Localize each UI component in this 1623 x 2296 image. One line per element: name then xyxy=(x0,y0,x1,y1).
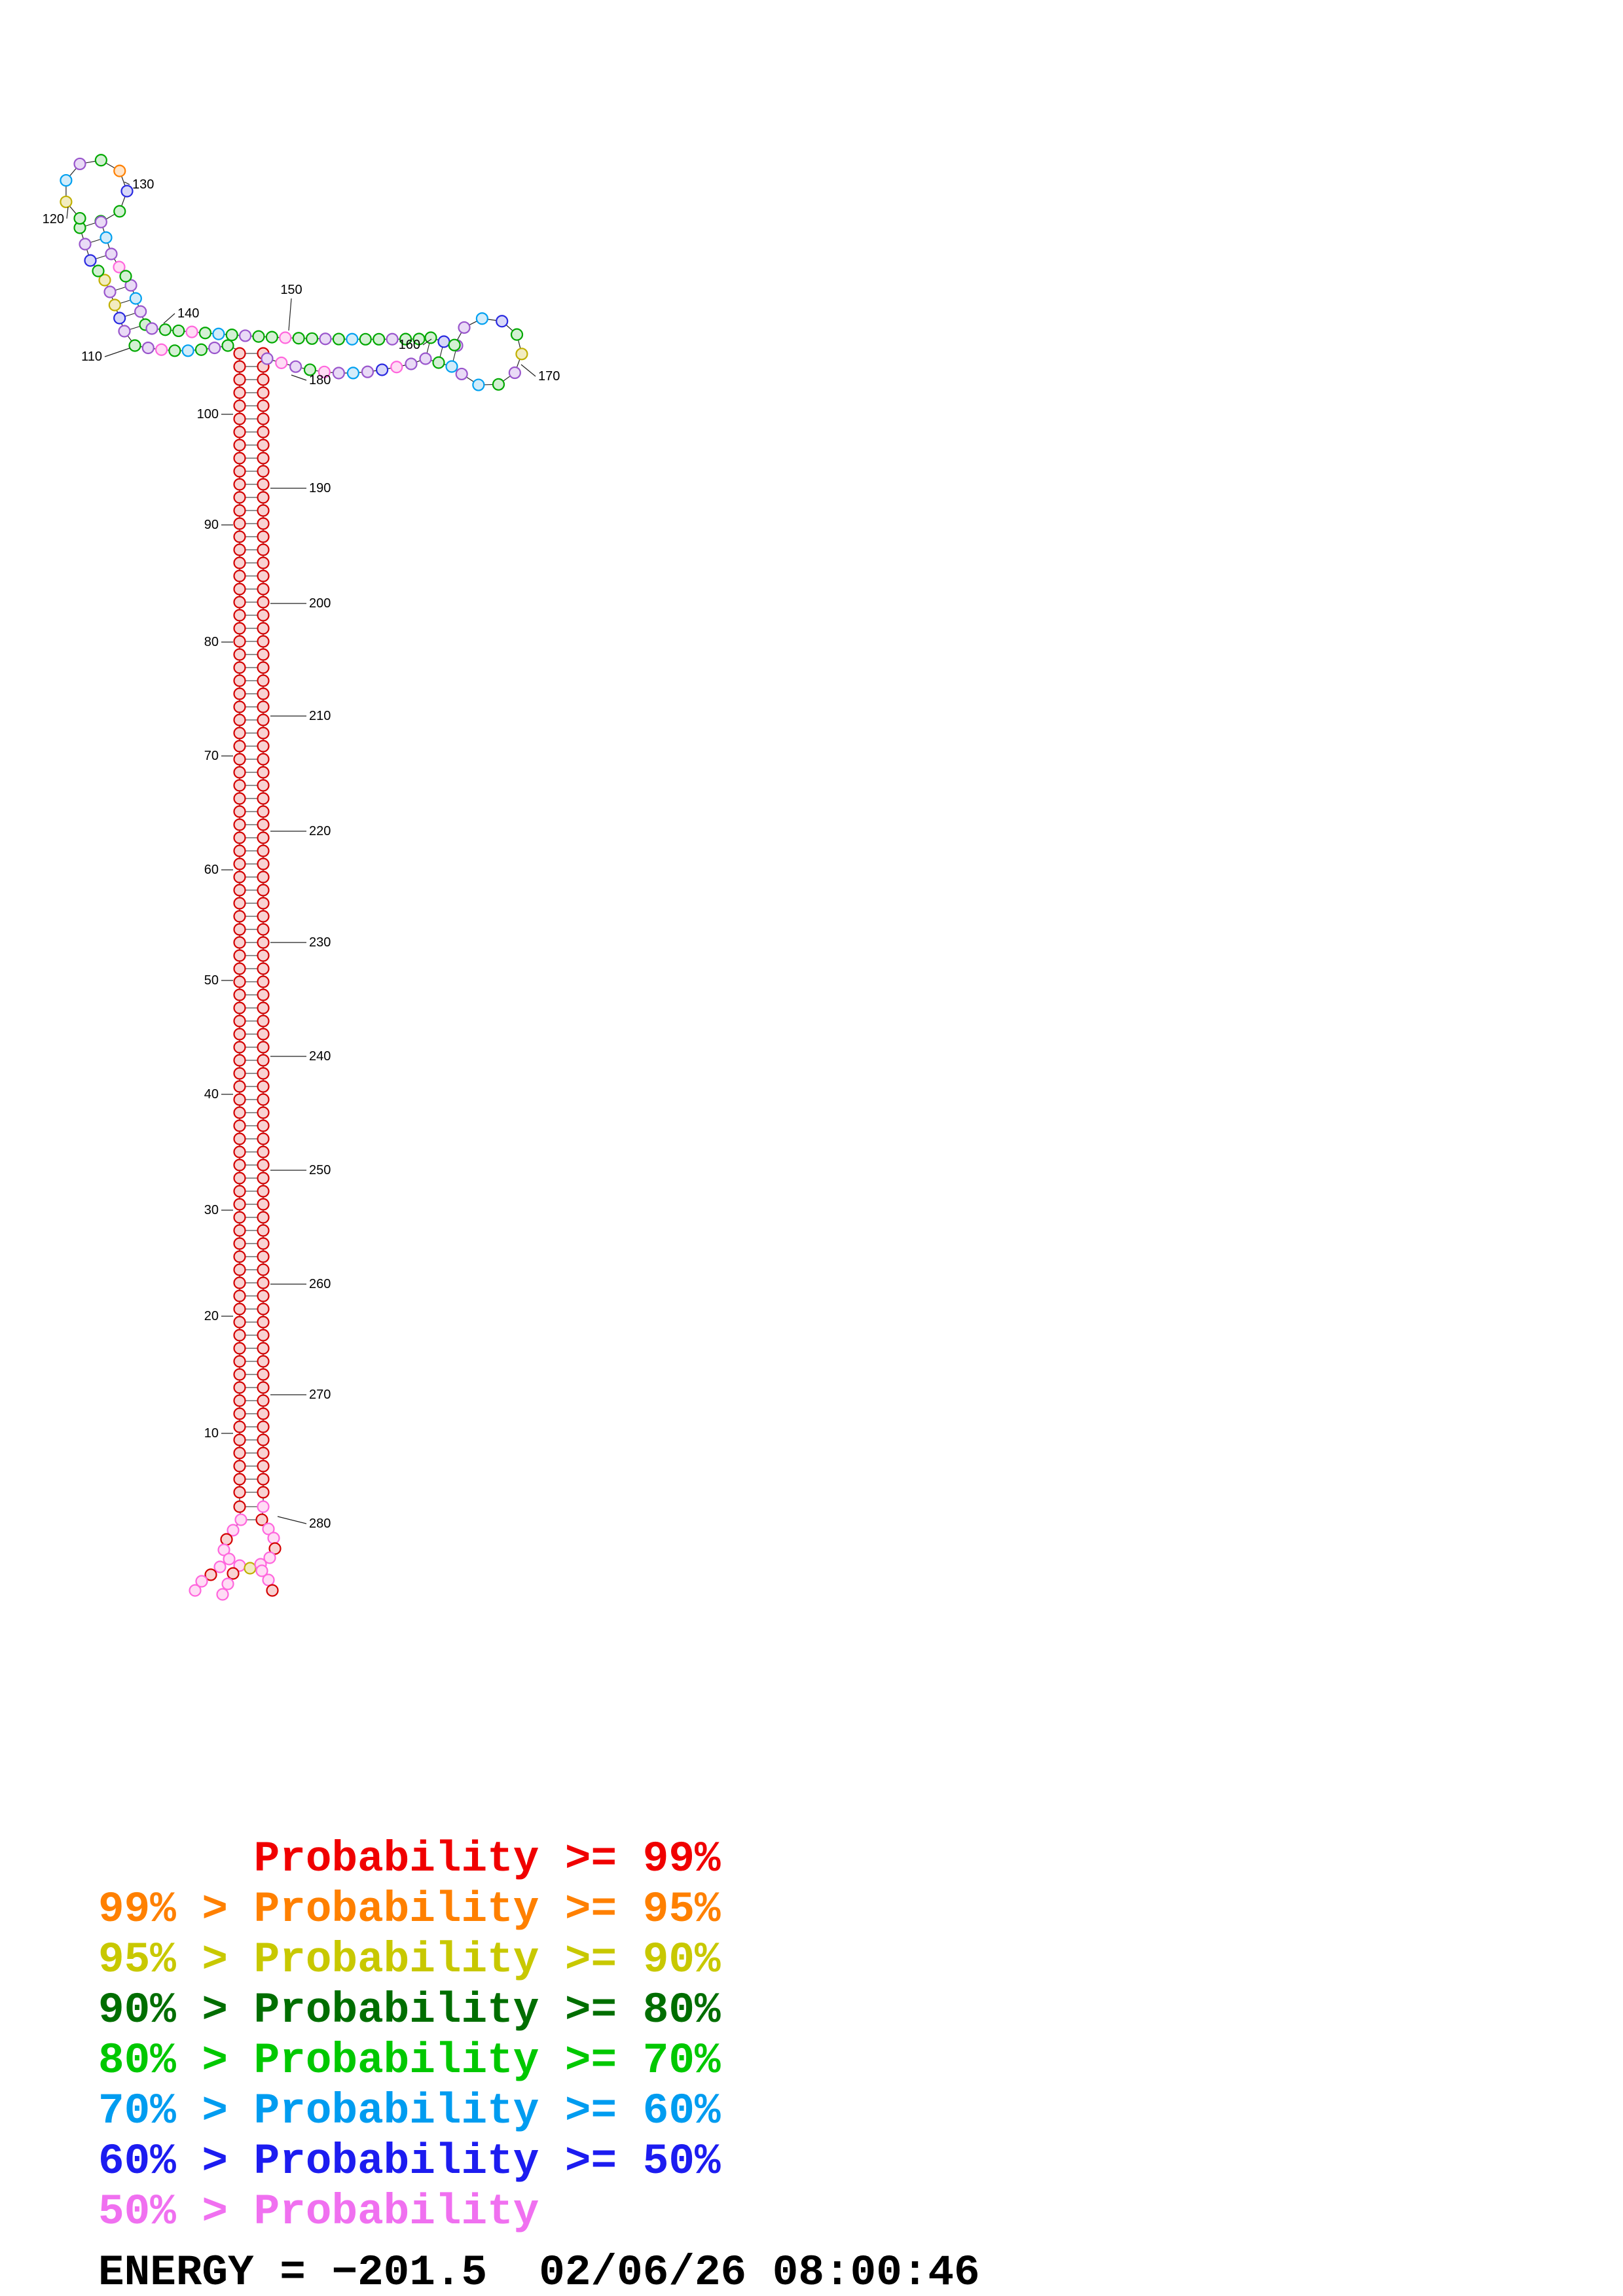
legend-line: Probability >= 99% xyxy=(98,1835,721,1884)
position-label: 50 xyxy=(204,973,219,988)
position-label: 40 xyxy=(204,1087,219,1102)
position-labels: 10 20 30 40 50 60 70 80 90 100 110 120 130 140 150 160 1… xyxy=(43,177,560,1531)
chain-101-110 xyxy=(128,339,234,357)
bulge-2 xyxy=(113,260,132,283)
backbone-links xyxy=(79,219,462,1574)
bottom-helix xyxy=(233,1500,270,1526)
chain-172-180 xyxy=(261,352,418,380)
position-label: 230 xyxy=(309,935,331,950)
bottom-loop-right xyxy=(262,1522,282,1564)
position-label: 150 xyxy=(280,283,302,297)
hairpin-loop-160-170 xyxy=(448,312,528,391)
position-label: 160 xyxy=(399,338,420,352)
position-label: 110 xyxy=(81,350,102,364)
chain-140-155 xyxy=(145,322,426,346)
position-label: 140 xyxy=(177,306,199,321)
position-label: 70 xyxy=(204,749,219,763)
position-label: 10 xyxy=(204,1426,219,1441)
position-label: 200 xyxy=(309,596,331,611)
position-label: 240 xyxy=(309,1049,331,1064)
tail-a xyxy=(189,1560,227,1597)
energy-text: ENERGY = −201.5 02/06/26 08:00:46 xyxy=(98,2248,980,2296)
position-label: 130 xyxy=(132,177,154,192)
bottom-loop-left xyxy=(217,1524,240,1566)
legend-line: 50% > Probability xyxy=(98,2187,539,2236)
legend-line: 90% > Probability >= 80% xyxy=(98,1986,721,2035)
position-label: 90 xyxy=(204,518,219,532)
hairpin-loop-120-130 xyxy=(60,154,134,228)
helix-3 xyxy=(419,331,464,373)
position-label: 270 xyxy=(309,1388,331,1402)
legend-line: 99% > Probability >= 95% xyxy=(98,1885,721,1934)
helix-2 xyxy=(73,215,118,267)
tail-c xyxy=(216,1567,240,1601)
legend-line: 60% > Probability >= 50% xyxy=(98,2137,721,2186)
main-stem xyxy=(233,347,270,1499)
position-label: 220 xyxy=(309,824,331,838)
tail-b xyxy=(255,1564,279,1597)
helix-1 xyxy=(103,279,152,338)
position-label: 30 xyxy=(204,1203,219,1217)
position-label: 180 xyxy=(309,373,331,387)
position-label: 210 xyxy=(309,709,331,723)
legend-line: 80% > Probability >= 70% xyxy=(98,2036,721,2085)
position-label: 170 xyxy=(538,369,560,384)
position-label: 260 xyxy=(309,1277,331,1291)
position-label: 250 xyxy=(309,1163,331,1177)
position-label: 100 xyxy=(197,407,219,422)
position-label: 80 xyxy=(204,635,219,649)
position-label: 120 xyxy=(43,212,64,226)
position-label: 20 xyxy=(204,1309,219,1323)
probability-legend: Probability >= 99% 99% > Probability >= … xyxy=(98,1834,980,2296)
bulge-1 xyxy=(92,264,111,287)
position-label: 190 xyxy=(309,481,331,495)
legend-line: 95% > Probability >= 90% xyxy=(98,1935,721,1984)
legend-line: 70% > Probability >= 60% xyxy=(98,2087,721,2136)
position-label: 60 xyxy=(204,863,219,877)
position-label: 280 xyxy=(309,1516,331,1531)
